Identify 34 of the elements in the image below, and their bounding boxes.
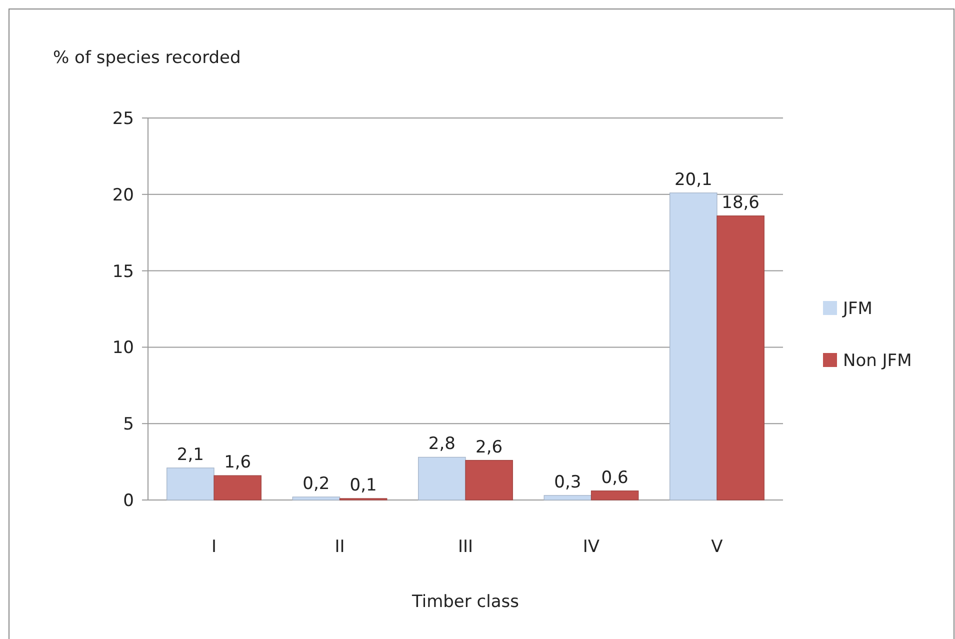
- legend-label: JFM: [842, 298, 872, 319]
- y-tick-label: 10: [112, 338, 134, 358]
- bar: [716, 215, 764, 500]
- y-axis-title: % of species recorded: [53, 48, 241, 68]
- bar: [418, 456, 466, 500]
- data-label: 2,1: [176, 444, 204, 465]
- data-label: 0,2: [302, 474, 330, 494]
- y-tick-label: 25: [112, 108, 134, 129]
- bar: [670, 192, 718, 500]
- y-tick-label: 0: [123, 490, 134, 511]
- data-label: 0,1: [350, 475, 377, 496]
- legend-label: Non JFM: [843, 350, 912, 371]
- bar: [292, 496, 340, 500]
- data-label: 1,6: [224, 452, 252, 473]
- x-tick-label: II: [334, 537, 345, 557]
- bar: [214, 475, 262, 500]
- y-tick-label: 5: [123, 414, 134, 435]
- data-label: 18,6: [722, 192, 760, 213]
- bar: [465, 460, 513, 500]
- x-tick-label: IV: [582, 537, 600, 557]
- bar: [590, 490, 639, 500]
- x-tick-label: III: [458, 537, 474, 557]
- y-tick-label: 15: [112, 262, 134, 282]
- data-label: 2,8: [428, 434, 456, 454]
- data-label: 0,6: [601, 468, 628, 488]
- data-label: 2,6: [476, 437, 503, 458]
- data-label: 20,1: [674, 170, 712, 190]
- bar: [544, 495, 592, 500]
- x-tick-label: I: [212, 537, 217, 557]
- x-axis-title: Timber class: [411, 592, 520, 612]
- bar: [166, 468, 214, 500]
- x-tick-label: V: [711, 537, 724, 557]
- data-label: 0,3: [554, 472, 582, 492]
- y-tick-label: 20: [112, 185, 134, 206]
